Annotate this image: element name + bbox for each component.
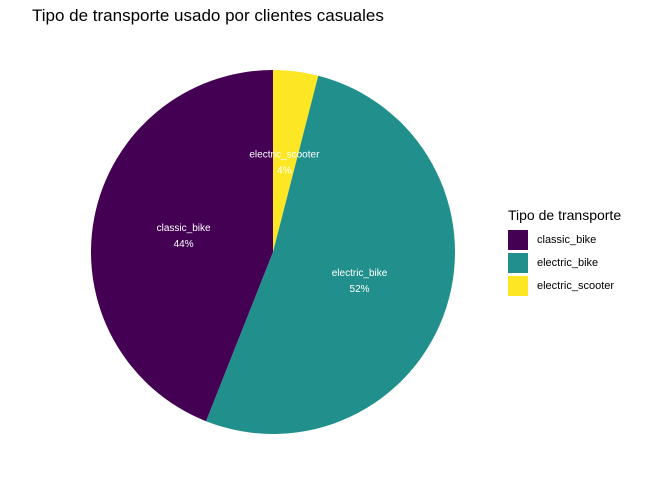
legend-item-electric-bike: electric_bike [508,251,621,274]
legend-item-electric-scooter: electric_scooter [508,274,621,297]
slice-name-label-electric-bike: electric_bike [332,268,388,279]
slice-name-label-classic-bike: classic_bike [157,223,211,234]
legend-title: Tipo de transporte [508,207,622,223]
slice-percent-label-electric-bike: 52% [350,284,370,295]
legend-label-electric-bike: electric_bike [537,256,599,269]
slice-percent-label-electric-scooter: 4% [277,166,292,177]
legend-item-classic-bike: classic_bike [508,228,621,251]
pie-slice-classic-bike [90,70,273,422]
chart-title: Tipo de transporte usado por clientes ca… [32,6,384,25]
slice-percent-label-classic-bike: 44% [174,239,194,250]
legend: Tipo de transporte classic_bike electric… [508,207,621,297]
pie-slice-electric-bike [206,75,455,434]
pie-slice-electric-scooter [273,70,319,252]
legend-label-classic-bike: classic_bike [537,233,597,246]
slice-name-label-electric-scooter: electric_scooter [249,150,320,161]
legend-key-electric-bike [508,252,528,273]
legend-label-electric-scooter: electric_scooter [537,279,615,292]
legend-key-electric-scooter [508,275,528,296]
legend-key-classic-bike [508,229,528,250]
